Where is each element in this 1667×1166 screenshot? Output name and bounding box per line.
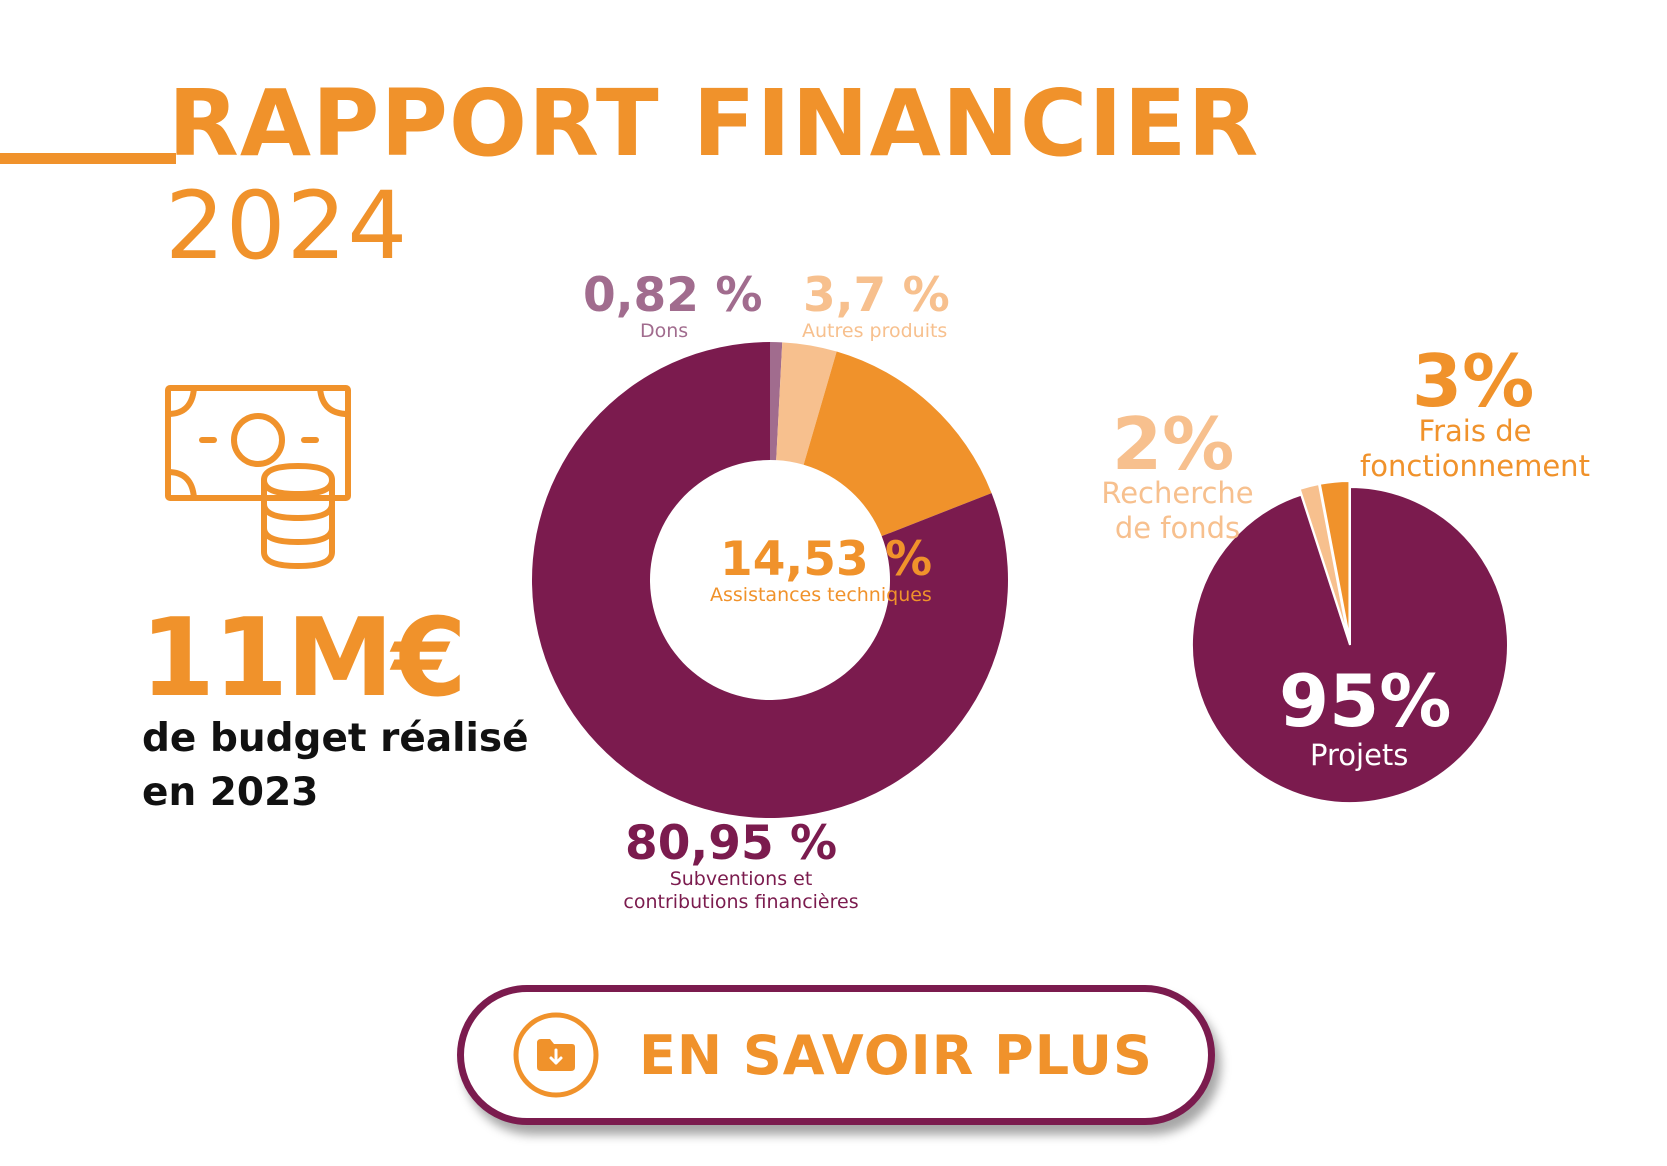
pie-category-label-frais-de-fonctionnement: Frais de fonctionnement (1360, 414, 1590, 483)
en-savoir-plus-button[interactable]: EN SAVOIR PLUS (457, 985, 1215, 1125)
donut-category-label-assistances-techniques: Assistances techniques (710, 584, 932, 606)
pie-value-label-frais-de-fonctionnement: 3% (1412, 339, 1535, 423)
pie-value-label-recherche-de-fonds: 2% (1112, 402, 1235, 486)
donut-slice-dons (770, 342, 783, 461)
donut-slice-subventions-et-contributions-financieres (532, 342, 1008, 818)
donut-value-label-dons: 0,82 % (583, 268, 763, 323)
cta-label: EN SAVOIR PLUS (639, 1024, 1153, 1087)
income-donut-chart (532, 342, 1008, 818)
expenses-pie-chart (1191, 480, 1509, 804)
donut-slice-assistances-techniques (803, 351, 992, 537)
pie-slice-frais-de-fonctionnement (1318, 480, 1351, 640)
title-accent-line (0, 153, 176, 164)
pie-value-label-projets: 95% (1279, 659, 1452, 743)
page-year: 2024 (165, 172, 409, 281)
donut-category-label-subventions: Subventions et contributions financières (623, 868, 859, 913)
donut-slice-autres-produits (776, 342, 837, 465)
budget-caption: de budget réalisé en 2023 (142, 716, 529, 815)
donut-value-label-autres-produits: 3,7 % (803, 268, 950, 323)
page-title: RAPPORT FINANCIER (168, 70, 1260, 177)
pie-category-label-projets: Projets (1310, 738, 1409, 772)
donut-category-label-autres-produits: Autres produits (802, 320, 948, 342)
folder-download-icon (513, 1012, 599, 1098)
donut-value-label-assistances-techniques: 14,53 % (720, 532, 933, 587)
donut-category-label-dons: Dons (640, 320, 689, 342)
donut-value-label-subventions: 80,95 % (625, 816, 838, 871)
pie-category-label-recherche-de-fonds: Recherche de fonds (1101, 476, 1254, 545)
budget-amount: 11M€ (140, 596, 467, 721)
pie-slice-projets (1191, 485, 1509, 804)
banknote-with-coins-icon (165, 385, 351, 569)
